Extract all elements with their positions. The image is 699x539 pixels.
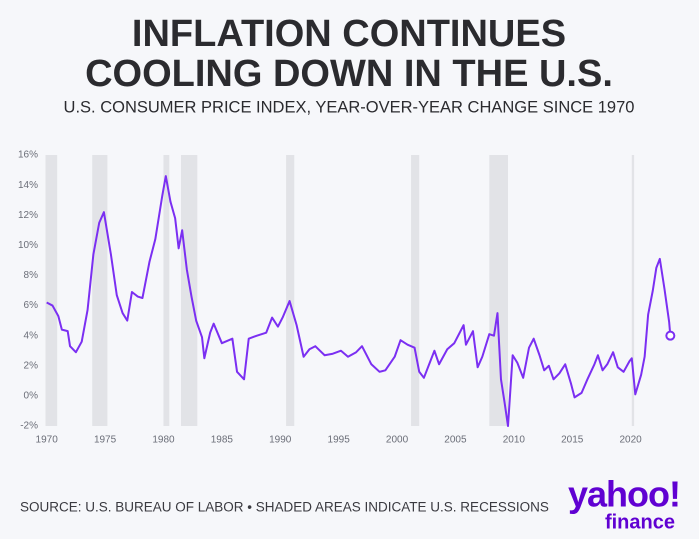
y-tick-label: 4% [24, 330, 39, 341]
y-tick-label: 10% [18, 240, 38, 251]
chart-title: COOLING DOWN IN THE U.S. [85, 53, 613, 95]
x-tick-label: 2000 [386, 435, 409, 446]
plot-area: -2% 0% 2% 4% 6% 8% 10% 12% 14% 16% 1970 1975 1980 198… [18, 150, 676, 446]
x-tick-label: 1980 [152, 435, 175, 446]
chart-title: INFLATION CONTINUES [132, 13, 566, 55]
logo: yahoo! [568, 474, 680, 515]
y-tick-label: -2% [20, 421, 38, 432]
x-tick-label: 1990 [269, 435, 292, 446]
y-tick-label: 2% [24, 360, 39, 371]
x-tick-label: 2015 [561, 435, 584, 446]
source-note: SOURCE: U.S. BUREAU OF LABOR • SHADED AR… [20, 500, 549, 515]
y-tick-label: 6% [24, 300, 39, 311]
recession-band [163, 155, 170, 426]
cpi-line [46, 175, 672, 427]
recession-band [45, 155, 58, 426]
recession-band [92, 155, 108, 426]
recession-band [286, 155, 295, 426]
y-tick-label: 12% [18, 210, 38, 221]
x-tick-label: 2020 [619, 435, 642, 446]
recession-band [489, 155, 508, 426]
y-tick-label: 14% [18, 180, 38, 191]
x-tick-label: 1975 [94, 435, 117, 446]
x-tick-label: 1970 [36, 435, 59, 446]
recession-band [180, 155, 198, 426]
y-tick-label: 16% [18, 150, 38, 161]
x-tick-label: 1995 [328, 435, 351, 446]
recession-band [411, 155, 420, 426]
chart-subtitle: U.S. CONSUMER PRICE INDEX, YEAR-OVER-YEA… [64, 98, 635, 116]
x-tick-label: 1985 [211, 435, 234, 446]
recession-band [631, 155, 635, 426]
y-tick-label: 8% [24, 270, 39, 281]
end-marker [665, 330, 676, 341]
y-tick-label: 0% [24, 391, 39, 402]
logo: finance [605, 511, 675, 533]
x-tick-label: 2010 [503, 435, 526, 446]
x-tick-label: 2005 [444, 435, 467, 446]
